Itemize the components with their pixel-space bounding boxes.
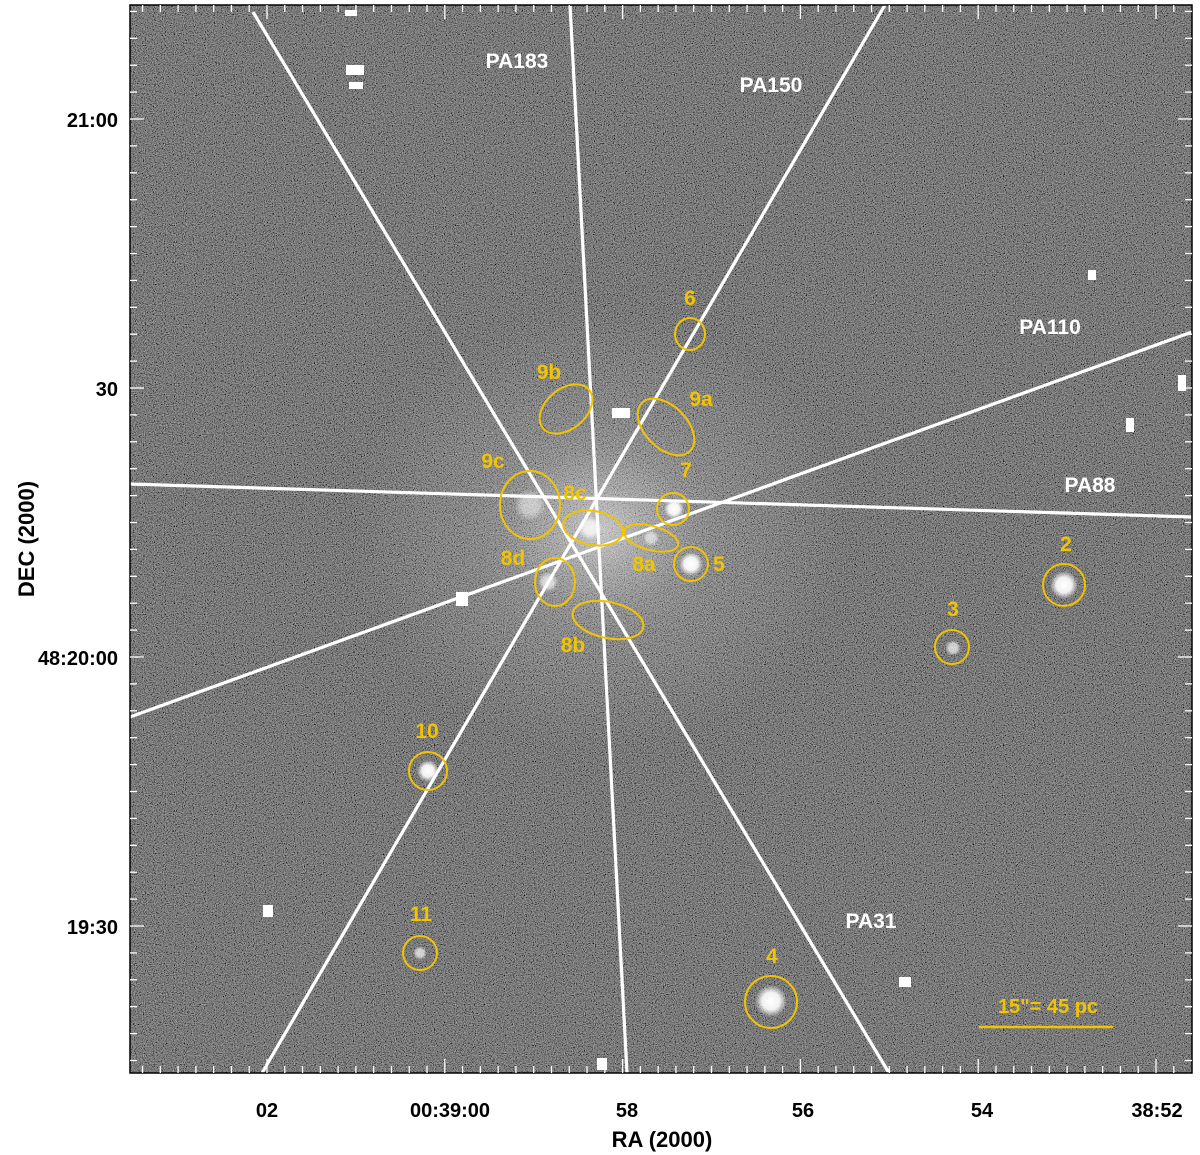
source-label: 9b	[537, 361, 562, 384]
x-tick-label: 56	[792, 1100, 814, 1122]
x-tick-label: 00:39:00	[410, 1100, 490, 1122]
source-label: 9a	[689, 388, 713, 411]
pa-label: PA150	[740, 74, 803, 97]
source-label: 6	[684, 287, 696, 310]
y-tick-label: 19:30	[67, 917, 118, 939]
marker-10	[408, 751, 448, 791]
slit-position-lines	[130, 5, 1192, 1073]
slit-pa183	[568, 5, 629, 1073]
star-3	[945, 640, 961, 656]
pa-label: PA88	[1065, 474, 1116, 497]
artifact	[346, 65, 364, 75]
artifact	[1178, 375, 1186, 391]
source-label: 3	[947, 598, 959, 621]
y-tick-label: 21:00	[67, 110, 118, 132]
source-label: 4	[766, 945, 778, 968]
source-label: 9c	[481, 450, 505, 473]
marker-9b	[538, 383, 594, 435]
star-5	[679, 552, 703, 576]
artifact	[899, 977, 911, 987]
artifact	[1126, 418, 1134, 432]
axes-frame	[129, 4, 1193, 1074]
source-label: 11	[410, 903, 433, 926]
y-tick-label: 30	[96, 379, 118, 401]
source-label: 8b	[561, 634, 586, 657]
source-label: 2	[1060, 533, 1072, 556]
source-label: 8d	[501, 547, 526, 570]
source-labels: 6 9b 9a 9c 7 8c 8d 8a 5 8b 2 3 10 11 4	[410, 287, 1072, 968]
pa-label: PA31	[846, 910, 897, 933]
star-2	[1050, 571, 1078, 599]
star-10	[417, 760, 439, 782]
sky-image	[130, 5, 1192, 1073]
marker-3	[934, 629, 970, 665]
scale-bar-label: 15"= 45 pc	[998, 996, 1098, 1018]
marker-5	[673, 546, 709, 582]
artifact	[263, 905, 273, 917]
source-label: 8c	[563, 482, 587, 505]
source-label: 5	[713, 553, 725, 576]
y-axis-title: DEC (2000)	[14, 481, 39, 597]
source-label: 10	[415, 720, 438, 743]
x-tick-label: 38:52	[1131, 1100, 1182, 1122]
y-tick-label: 48:20:00	[38, 648, 118, 670]
marker-9c	[499, 470, 561, 540]
x-tick-label: 02	[256, 1100, 278, 1122]
artifact	[349, 82, 363, 89]
artifact	[612, 408, 630, 418]
star-7	[664, 499, 684, 519]
artifact	[597, 1058, 607, 1070]
marker-9a	[636, 397, 696, 457]
marker-2	[1042, 563, 1086, 607]
slit-pa31	[251, 11, 891, 1073]
star-11	[413, 946, 427, 960]
marker-7	[656, 492, 690, 526]
scale-bar: 15"= 45 pc	[979, 996, 1113, 1029]
pa-label: PA110	[1019, 316, 1081, 339]
x-axis-tick-labels: 02 00:39:00 58 56 54 38:52	[256, 1100, 1183, 1122]
x-tick-label: 58	[616, 1100, 638, 1122]
star-8a	[643, 530, 659, 546]
pa-label: PA183	[486, 50, 549, 73]
marker-4	[744, 975, 798, 1029]
marker-6	[674, 317, 706, 351]
artifact	[1088, 270, 1096, 280]
marker-8c	[562, 509, 624, 547]
slit-pa110	[130, 330, 1192, 719]
marker-11	[402, 935, 438, 971]
marker-8b	[571, 599, 645, 641]
marker-8a	[622, 523, 680, 553]
x-tick-label: 54	[971, 1100, 994, 1122]
marker-8d	[534, 557, 576, 607]
source-label: 7	[680, 459, 692, 482]
x-axis-title: RA (2000)	[612, 1127, 713, 1152]
position-angle-labels: PA183 PA150 PA110 PA88 PA31	[486, 50, 1116, 933]
star-4	[755, 985, 787, 1017]
y-axis-tick-labels: 21:00 30 48:20:00 19:30	[38, 110, 118, 939]
source-markers	[402, 317, 1086, 1029]
source-label: 8a	[632, 553, 656, 576]
slit-pa88	[130, 482, 1192, 519]
artifact	[345, 10, 357, 16]
